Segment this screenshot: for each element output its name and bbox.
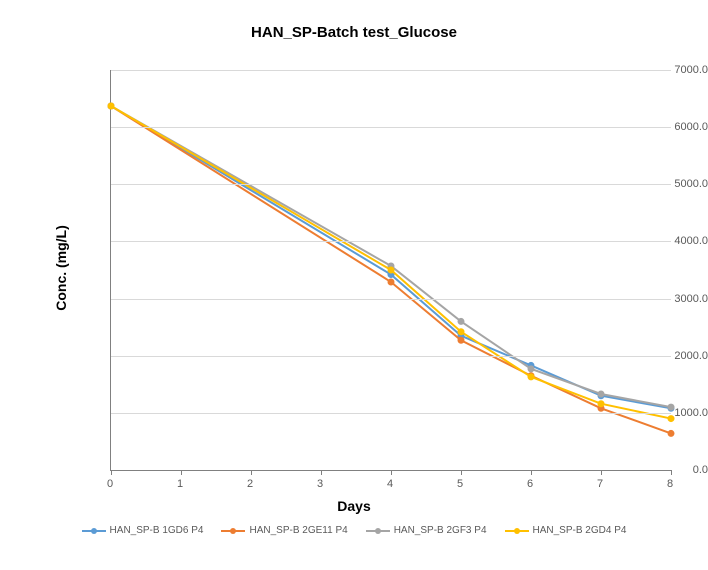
series-marker — [598, 400, 605, 407]
legend-label: HAN_SP-B 2GE11 P4 — [249, 525, 347, 536]
legend-marker — [375, 528, 381, 534]
legend-marker — [514, 528, 520, 534]
legend-marker — [91, 528, 97, 534]
gridline — [111, 127, 671, 128]
x-tick — [461, 470, 462, 475]
gridline — [111, 241, 671, 242]
series-marker — [458, 337, 465, 344]
series-line — [111, 106, 671, 408]
series-line — [111, 106, 671, 407]
x-axis-title: Days — [0, 498, 708, 514]
y-tick-label: 7000.0 — [606, 64, 708, 76]
x-tick-label: 1 — [177, 478, 183, 490]
x-tick — [531, 470, 532, 475]
x-tick-label: 5 — [457, 478, 463, 490]
chart-title: HAN_SP-Batch test_Glucose — [0, 24, 708, 41]
y-tick-label: 2000.0 — [606, 350, 708, 362]
plot-svg — [111, 70, 671, 470]
series-marker — [458, 328, 465, 335]
x-tick-label: 0 — [107, 478, 113, 490]
x-tick — [111, 470, 112, 475]
series-marker — [528, 373, 535, 380]
gridline — [111, 413, 671, 414]
x-tick — [391, 470, 392, 475]
x-tick-label: 8 — [667, 478, 673, 490]
x-tick-label: 6 — [527, 478, 533, 490]
series-marker — [598, 391, 605, 398]
series-marker — [528, 365, 535, 372]
legend: HAN_SP-B 1GD6 P4 HAN_SP-B 2GE11 P4 HAN_SP-… — [0, 525, 708, 536]
legend-swatch — [221, 526, 245, 536]
x-tick-label: 2 — [247, 478, 253, 490]
x-tick — [181, 470, 182, 475]
legend-item: HAN_SP-B 2GE11 P4 — [221, 525, 347, 536]
legend-label: HAN_SP-B 1GD6 P4 — [110, 525, 204, 536]
plot-area — [110, 70, 671, 471]
y-tick-label: 6000.0 — [606, 121, 708, 133]
gridline — [111, 356, 671, 357]
chart-container: HAN_SP-Batch test_Glucose 0.0 1000.0 2000.… — [0, 0, 708, 570]
x-tick — [321, 470, 322, 475]
legend-swatch — [505, 526, 529, 536]
legend-marker — [230, 528, 236, 534]
gridline — [111, 184, 671, 185]
x-tick-label: 4 — [387, 478, 393, 490]
legend-swatch — [366, 526, 390, 536]
x-tick-label: 7 — [597, 478, 603, 490]
legend-label: HAN_SP-B 2GD4 P4 — [533, 525, 627, 536]
series-marker — [388, 279, 395, 286]
x-tick-label: 3 — [317, 478, 323, 490]
legend-item: HAN_SP-B 2GF3 P4 — [366, 525, 487, 536]
y-tick-label: 0.0 — [606, 464, 708, 476]
legend-swatch — [82, 526, 106, 536]
series-marker — [108, 103, 115, 110]
legend-item: HAN_SP-B 2GD4 P4 — [505, 525, 627, 536]
series-marker — [388, 267, 395, 274]
x-tick — [251, 470, 252, 475]
y-tick-label: 3000.0 — [606, 293, 708, 305]
series-marker — [458, 318, 465, 325]
gridline — [111, 299, 671, 300]
y-tick-label: 5000.0 — [606, 178, 708, 190]
x-tick — [601, 470, 602, 475]
gridline — [111, 70, 671, 71]
y-tick-label: 1000.0 — [606, 407, 708, 419]
series-marker — [668, 430, 675, 437]
legend-label: HAN_SP-B 2GF3 P4 — [394, 525, 487, 536]
legend-item: HAN_SP-B 1GD6 P4 — [82, 525, 204, 536]
y-axis-title: Conc. (mg/L) — [53, 225, 69, 311]
y-tick-label: 4000.0 — [606, 235, 708, 247]
